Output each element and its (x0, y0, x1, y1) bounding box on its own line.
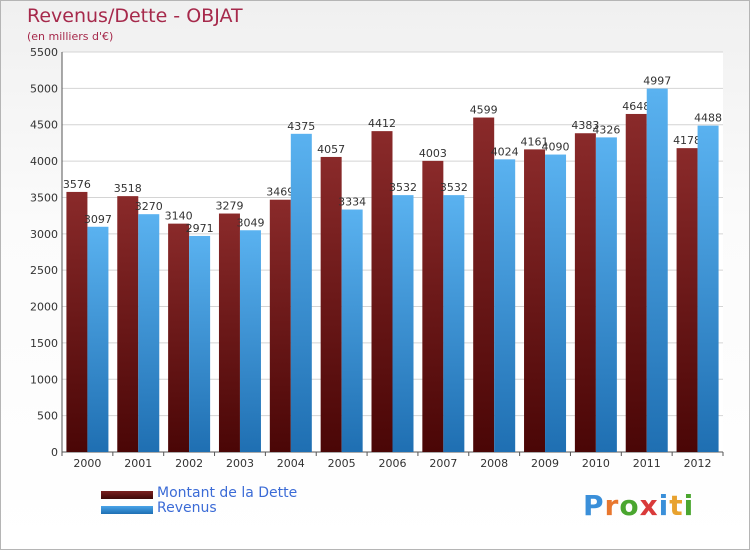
bar-revenus (87, 226, 109, 452)
x-tick-label: 2002 (175, 457, 203, 470)
x-tick-label: 2000 (73, 457, 101, 470)
x-tick-label: 2001 (124, 457, 152, 470)
data-label-revenus: 4997 (643, 75, 671, 88)
x-tick-label: 2008 (480, 457, 508, 470)
data-label-dette: 4383 (571, 119, 599, 132)
proxiti-logo: Proxiti (583, 489, 694, 522)
x-tick-label: 2010 (582, 457, 610, 470)
y-tick-label: 4000 (30, 155, 58, 168)
bar-dette (625, 113, 647, 453)
y-tick-label: 2000 (30, 301, 58, 314)
y-tick-label: 0 (51, 446, 58, 459)
data-label-dette: 4648 (622, 100, 650, 113)
data-label-dette: 4161 (521, 135, 549, 148)
data-label-revenus: 3097 (84, 213, 112, 226)
bar-revenus (189, 235, 211, 452)
bar-dette (676, 148, 698, 453)
legend-swatch-revenus (101, 506, 153, 514)
data-label-dette: 4003 (419, 147, 447, 160)
data-label-revenus: 3532 (389, 181, 417, 194)
data-label-dette: 4412 (368, 117, 396, 130)
x-tick-label: 2003 (226, 457, 254, 470)
bar-dette (371, 131, 393, 453)
bar-dette (168, 223, 190, 452)
bar-revenus (646, 88, 668, 452)
data-label-revenus: 4024 (491, 145, 519, 158)
bar-revenus (443, 195, 465, 453)
x-tick-label: 2009 (531, 457, 559, 470)
chart-subtitle: (en milliers d'€) (27, 30, 114, 43)
data-label-dette: 4178 (673, 134, 701, 147)
x-tick-label: 2004 (277, 457, 305, 470)
logo-letter: x (639, 489, 659, 522)
bar-revenus (494, 159, 516, 452)
data-label-dette: 3279 (215, 200, 243, 213)
bar-dette (117, 196, 139, 452)
x-tick-label: 2007 (429, 457, 457, 470)
bar-revenus (697, 125, 719, 452)
y-tick-label: 2500 (30, 264, 58, 277)
data-label-revenus: 4326 (592, 123, 620, 136)
data-label-revenus: 3532 (440, 181, 468, 194)
data-label-revenus: 3334 (338, 196, 366, 209)
x-tick-label: 2012 (684, 457, 712, 470)
logo-letter: r (604, 489, 620, 522)
x-tick-label: 2011 (633, 457, 661, 470)
y-tick-label: 5500 (30, 46, 58, 59)
bar-revenus (545, 154, 567, 452)
logo-letter: i (658, 489, 670, 522)
chart-title: Revenus/Dette - OBJAT (27, 5, 243, 27)
y-tick-label: 4500 (30, 119, 58, 132)
data-label-dette: 4057 (317, 143, 345, 156)
data-label-dette: 3518 (114, 182, 142, 195)
bar-dette (524, 149, 546, 452)
y-tick-label: 500 (37, 410, 58, 423)
bar-dette (66, 191, 88, 452)
bar-dette (320, 156, 342, 453)
bar-dette (218, 213, 240, 452)
bar-dette (574, 133, 596, 452)
y-tick-label: 1000 (30, 373, 58, 386)
data-label-dette: 3576 (63, 178, 91, 191)
data-label-dette: 3140 (165, 210, 193, 223)
bar-dette (422, 160, 444, 452)
y-tick-label: 3500 (30, 191, 58, 204)
data-label-revenus: 4090 (542, 141, 570, 154)
bar-revenus (595, 137, 617, 452)
data-label-revenus: 4488 (694, 112, 722, 125)
logo-letter: P (583, 489, 605, 522)
bar-dette (473, 117, 495, 452)
legend-label-revenus: Revenus (157, 500, 217, 516)
y-tick-label: 5000 (30, 82, 58, 95)
bar-revenus (392, 195, 414, 453)
legend-label-dette: Montant de la Dette (157, 485, 298, 501)
bar-revenus (239, 230, 261, 452)
logo-letter: i (683, 489, 695, 522)
data-label-revenus: 3049 (236, 216, 264, 229)
y-tick-label: 3000 (30, 228, 58, 241)
bar-revenus (138, 214, 160, 452)
logo-letter: o (619, 489, 640, 522)
bar-revenus (290, 133, 312, 452)
x-tick-label: 2005 (328, 457, 356, 470)
legend-swatch-dette (101, 491, 153, 499)
x-tick-label: 2006 (379, 457, 407, 470)
data-label-revenus: 3270 (135, 200, 163, 213)
logo-letter: t (669, 489, 684, 522)
data-label-dette: 4599 (470, 104, 498, 117)
data-label-dette: 3469 (266, 186, 294, 199)
bar-dette (269, 199, 291, 452)
y-tick-label: 1500 (30, 337, 58, 350)
data-label-revenus: 2971 (186, 222, 214, 235)
data-label-revenus: 4375 (287, 120, 315, 133)
bar-revenus (341, 209, 363, 452)
